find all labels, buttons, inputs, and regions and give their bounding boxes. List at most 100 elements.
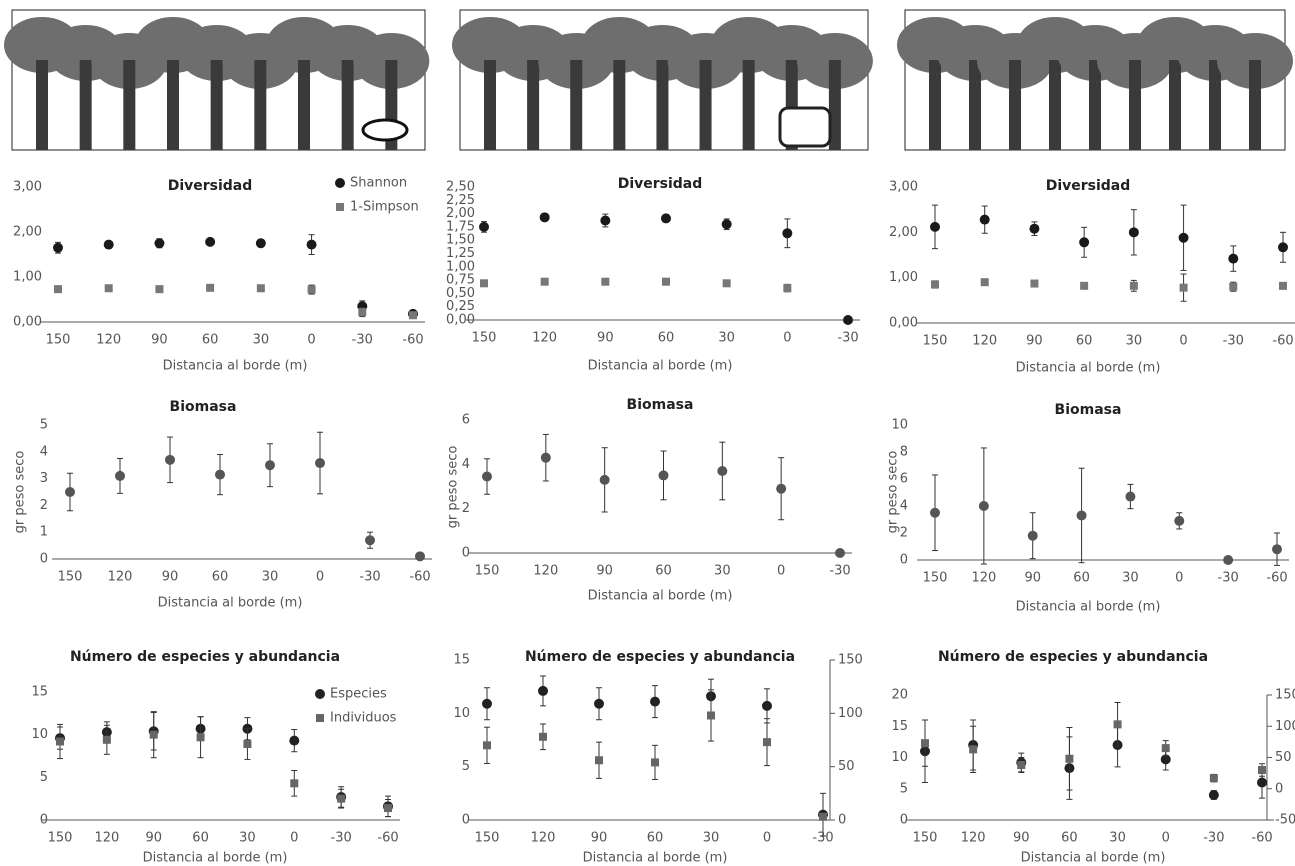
tree-trunk [1089, 60, 1101, 150]
point [409, 311, 417, 320]
y-tick-label: 5 [40, 770, 48, 785]
point [289, 735, 300, 746]
x-tick-label: 90 [162, 570, 179, 585]
y-tick-label: 8 [900, 445, 908, 460]
x-tick-label: 0 [307, 333, 315, 348]
tree-trunk [527, 60, 540, 150]
y2-tick-label: 50 [1275, 750, 1292, 765]
y2-tick-label: 100 [838, 706, 863, 721]
x-tick-label: 60 [647, 831, 664, 846]
x-tick-label: 90 [591, 831, 608, 846]
point [782, 228, 793, 239]
point [835, 548, 845, 558]
car [778, 106, 832, 148]
x-tick-label: 60 [1061, 831, 1078, 846]
y2-tick-label: 100 [1275, 719, 1295, 734]
point [482, 471, 492, 482]
y-tick-label: 1 [40, 525, 48, 540]
tree-trunk [341, 60, 354, 150]
x-tick-label: -30 [1223, 334, 1244, 349]
point [256, 284, 265, 293]
point [662, 277, 670, 286]
y-axis-label: gr peso seco [446, 446, 461, 529]
x-tick-label: -30 [1218, 571, 1239, 586]
point [255, 238, 266, 249]
chart-title: Número de especies y abundancia [525, 649, 795, 665]
point [594, 698, 604, 709]
x-tick-label: 120 [96, 333, 121, 348]
x-tick-label: 120 [971, 571, 996, 586]
x-tick-label: -30 [837, 331, 858, 346]
point [722, 279, 731, 288]
x-tick-label: 60 [192, 831, 209, 846]
point [205, 236, 216, 247]
y-tick-label: 1,00 [889, 270, 918, 285]
point [1278, 242, 1288, 253]
x-axis-label: Distancia al borde (m) [583, 851, 728, 866]
x-tick-label: -30 [359, 570, 380, 585]
legend-marker [315, 689, 325, 699]
y-axis-label: gr peso seco [886, 451, 901, 534]
x-tick-label: 30 [253, 333, 270, 348]
point [1161, 744, 1170, 753]
y-tick-label: 2 [462, 501, 470, 516]
x-tick-label: 0 [1179, 334, 1187, 349]
x-tick-label: -60 [409, 570, 430, 585]
tree-trunk [570, 60, 583, 150]
x-tick-label: 0 [290, 831, 298, 846]
x-axis-label: Distancia al borde (m) [588, 359, 733, 374]
legend-marker [316, 714, 324, 722]
point [1017, 761, 1026, 769]
point [930, 507, 940, 518]
tree-trunk [656, 60, 669, 150]
point [595, 756, 603, 765]
illustrations [4, 9, 1293, 151]
tree-trunk [1049, 60, 1061, 150]
x-tick-label: 60 [1073, 571, 1090, 586]
y-tick-label: 1,00 [13, 270, 42, 285]
x-tick-label: 150 [913, 831, 938, 846]
x-tick-label: 90 [1024, 571, 1041, 586]
point [1228, 253, 1239, 264]
point [104, 284, 113, 293]
point [658, 470, 669, 481]
point [1079, 237, 1090, 248]
x-tick-label: 30 [714, 564, 731, 579]
tree-trunk [123, 60, 136, 150]
point [358, 308, 367, 317]
y-tick-label: 6 [900, 472, 908, 487]
x-tick-label: -30 [331, 831, 352, 846]
point [540, 452, 551, 463]
point [1279, 281, 1287, 290]
legend-marker [335, 178, 345, 188]
point [1208, 790, 1219, 800]
y-tick-label: 0,00 [13, 315, 42, 330]
x-axis-label: Distancia al borde (m) [163, 359, 308, 374]
x-tick-label: 150 [923, 571, 948, 586]
point [1178, 232, 1189, 243]
point [600, 215, 611, 226]
tree-trunk [484, 60, 496, 150]
x-tick-label: -30 [829, 564, 850, 579]
tree-trunk [613, 60, 626, 150]
tree-trunk [699, 60, 712, 150]
point [1125, 491, 1136, 502]
y-tick-label: 5 [462, 759, 470, 774]
x-axis-label: Distancia al borde (m) [1016, 600, 1161, 615]
y-tick-label: 2 [40, 498, 48, 513]
x-tick-label: -60 [1272, 334, 1293, 349]
point [601, 277, 610, 286]
y-tick-label: 0 [40, 813, 48, 828]
legend-label: 1-Simpson [350, 200, 419, 215]
x-axis-label: Distancia al borde (m) [1016, 361, 1161, 376]
y-tick-label: 3 [40, 471, 48, 486]
y-tick-label: 0 [40, 552, 48, 567]
point [978, 501, 989, 511]
tree-trunk [254, 60, 267, 150]
point [1160, 754, 1171, 765]
chart-title: Biomasa [1055, 402, 1122, 418]
point [53, 242, 63, 253]
x-axis-label: Distancia al borde (m) [1021, 851, 1166, 866]
y-tick-label: 2 [900, 526, 908, 541]
chart-title: Número de especies y abundancia [70, 649, 340, 665]
